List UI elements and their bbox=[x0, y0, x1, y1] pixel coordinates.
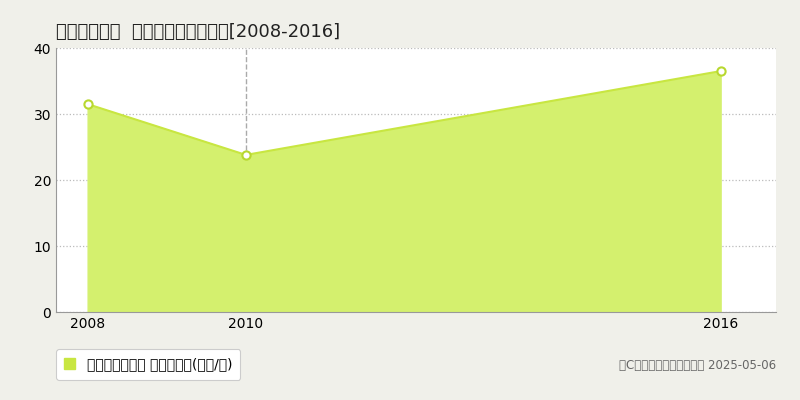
Point bbox=[82, 101, 94, 107]
Point bbox=[714, 68, 727, 74]
Legend: マンション価格 平均坪単価(万円/坪): マンション価格 平均坪単価(万円/坪) bbox=[56, 349, 240, 380]
Text: （C）土地価格ドットコム 2025-05-06: （C）土地価格ドットコム 2025-05-06 bbox=[619, 359, 776, 372]
Point bbox=[239, 152, 252, 158]
Text: 高崎市井野町  マンション価格推移[2008-2016]: 高崎市井野町 マンション価格推移[2008-2016] bbox=[56, 23, 340, 41]
